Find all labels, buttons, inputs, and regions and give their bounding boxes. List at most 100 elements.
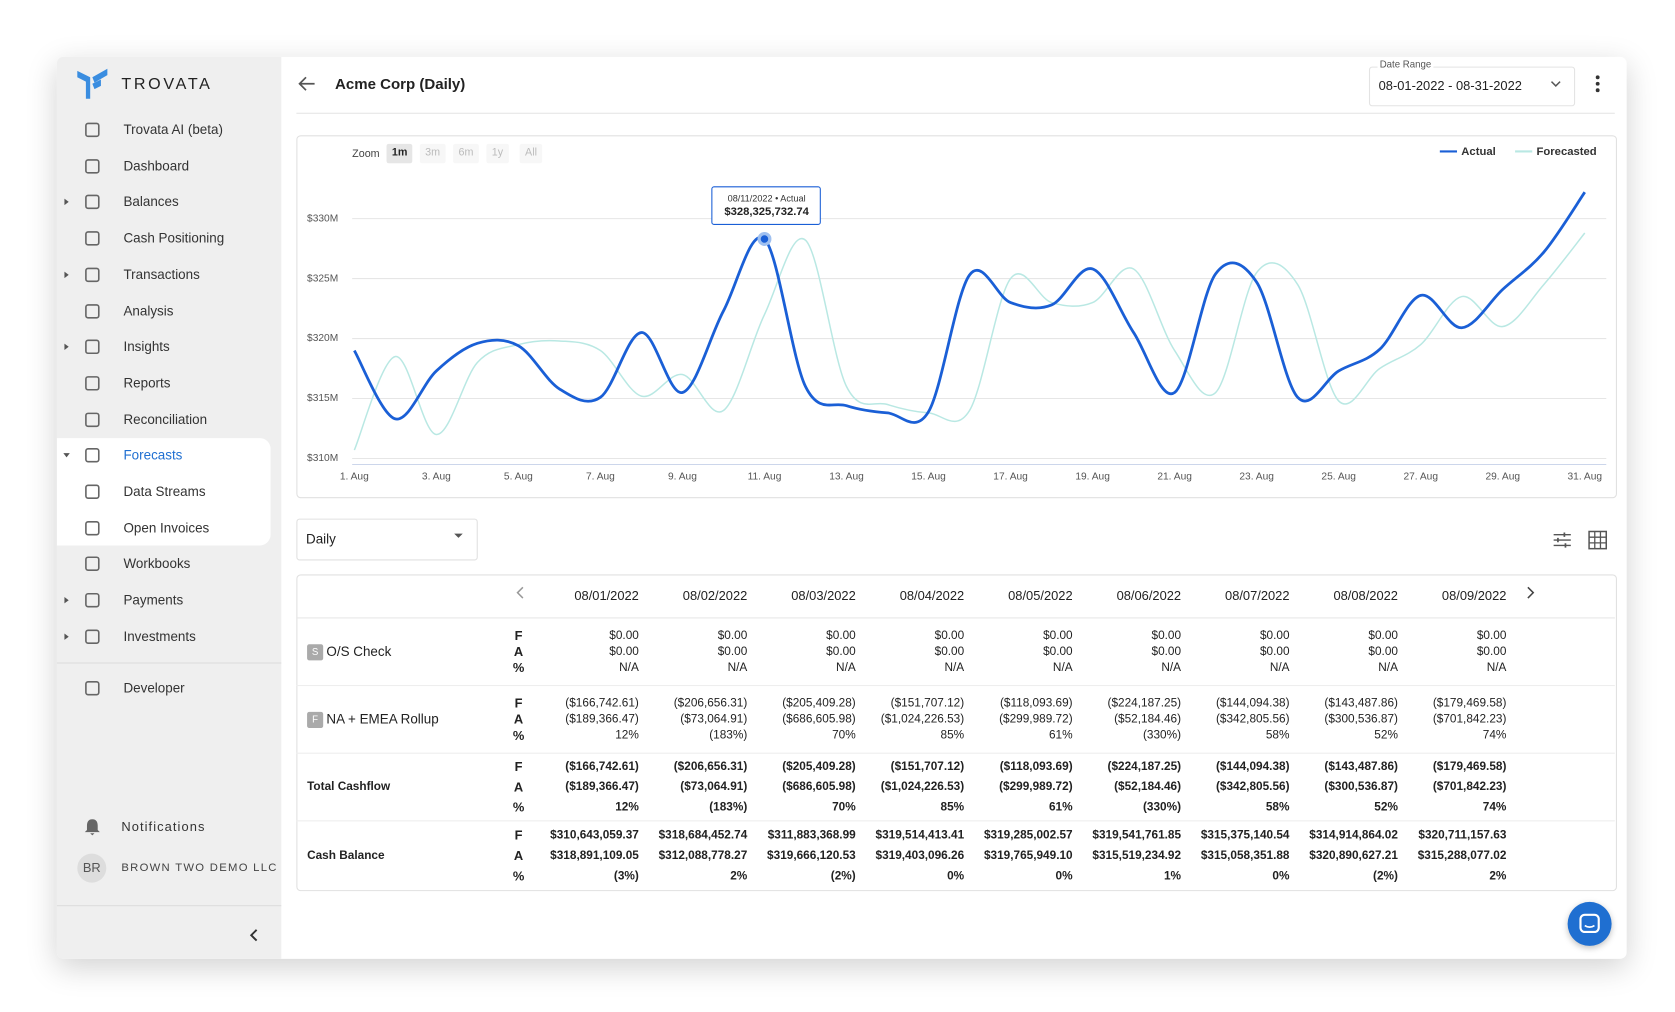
caret-shape bbox=[64, 597, 69, 604]
table-cell: $319,403,096.26 bbox=[875, 849, 965, 863]
nav-icon bbox=[85, 484, 100, 500]
notifications[interactable]: Notifications bbox=[121, 819, 206, 835]
nav-item[interactable]: Investments bbox=[123, 628, 196, 645]
table-cell: $320,890,627.21 bbox=[1309, 849, 1398, 863]
nav-item[interactable]: Data Streams bbox=[123, 484, 206, 500]
x-tick-label: 27. Aug bbox=[1403, 471, 1438, 482]
nav-item[interactable]: Reports bbox=[123, 375, 171, 391]
nav-icon bbox=[85, 195, 100, 210]
nav-item[interactable]: Payments bbox=[123, 592, 184, 608]
table-cell: 12% bbox=[615, 800, 639, 814]
table-cell: ($224,187.25) bbox=[1107, 760, 1182, 774]
back-button[interactable] bbox=[297, 74, 316, 93]
nav-icon-shape bbox=[85, 375, 100, 391]
nav-icon-shape bbox=[85, 412, 100, 427]
table-cell: $0.00 bbox=[1043, 645, 1073, 659]
avatar[interactable]: BR bbox=[77, 853, 107, 883]
caret-shape bbox=[64, 271, 69, 278]
grid-button[interactable] bbox=[1588, 530, 1608, 550]
table-cell: ($342,805.56) bbox=[1215, 780, 1290, 794]
date-range-select[interactable] bbox=[1368, 66, 1576, 107]
nav-icon-shape bbox=[85, 593, 100, 608]
table-prev[interactable] bbox=[514, 585, 527, 600]
settings-button[interactable] bbox=[1553, 531, 1572, 548]
series-line bbox=[353, 191, 1586, 424]
table-cell: ($166,742.61) bbox=[565, 760, 639, 774]
table-cell: $0.00 bbox=[1151, 645, 1182, 659]
table-next[interactable] bbox=[1524, 585, 1537, 600]
table-cell: $0.00 bbox=[717, 645, 748, 659]
table-cell: $0.00 bbox=[609, 629, 639, 643]
nav-icon bbox=[85, 680, 100, 695]
zoom-button[interactable]: 1m bbox=[386, 143, 413, 164]
nav-caret[interactable] bbox=[62, 198, 71, 207]
zoom-label: Zoom bbox=[352, 148, 380, 160]
table-cell: $318,891,109.05 bbox=[550, 849, 639, 863]
nav-caret[interactable] bbox=[62, 596, 71, 605]
row-label: Total Cashflow bbox=[307, 780, 391, 794]
nav-caret[interactable] bbox=[62, 451, 71, 460]
nav-caret[interactable] bbox=[62, 270, 71, 279]
zoom-button[interactable]: 1y bbox=[486, 143, 509, 164]
table-cell: ($151,707.12) bbox=[890, 760, 965, 774]
nav-caret[interactable] bbox=[62, 632, 71, 641]
table-cell: ($144,094.38) bbox=[1215, 696, 1290, 710]
table-cell: ($205,409.28) bbox=[782, 696, 856, 710]
table-cell: 2% bbox=[1489, 869, 1507, 883]
table-cell: $0.00 bbox=[826, 629, 856, 643]
table-cell: ($118,093.69) bbox=[999, 696, 1073, 710]
nav-item[interactable]: Dashboard bbox=[123, 158, 190, 174]
tooltip-value: $328,325,732.74 bbox=[724, 206, 809, 218]
metric-label: A bbox=[513, 644, 524, 660]
view-select[interactable] bbox=[296, 518, 478, 561]
table-cell: $0.00 bbox=[1151, 629, 1182, 643]
nav-icon bbox=[85, 593, 100, 608]
tooltip-box bbox=[711, 186, 821, 225]
table-cell: ($118,093.69) bbox=[999, 760, 1073, 774]
chat-button[interactable] bbox=[1567, 901, 1612, 946]
table-cell: $319,541,761.85 bbox=[1092, 828, 1182, 842]
nav-item[interactable]: Forecasts bbox=[123, 448, 183, 464]
table-cell: N/A bbox=[1052, 661, 1073, 675]
nav-caret[interactable] bbox=[62, 343, 71, 352]
nav-icon bbox=[85, 412, 100, 427]
table-cell: $319,285,002.57 bbox=[983, 828, 1073, 842]
table-cell: ($686,605.98) bbox=[782, 780, 856, 794]
nav-item[interactable]: Cash Positioning bbox=[123, 230, 225, 246]
table-cell: N/A bbox=[619, 661, 639, 675]
table-cell: $315,058,351.88 bbox=[1200, 849, 1290, 863]
nav-item[interactable]: Open Invoices bbox=[123, 520, 210, 536]
zoom-button[interactable]: 3m bbox=[419, 143, 446, 164]
collapse-button[interactable] bbox=[248, 928, 261, 943]
nav-icon-shape bbox=[85, 680, 100, 695]
page-title: Acme Corp (Daily) bbox=[334, 75, 466, 93]
nav-item[interactable]: Developer bbox=[123, 680, 185, 696]
x-tick-label: 11. Aug bbox=[748, 471, 782, 482]
nav-item[interactable]: Workbooks bbox=[123, 556, 191, 572]
table-cell: ($300,536.87) bbox=[1324, 780, 1398, 794]
row-label: Cash Balance bbox=[307, 849, 385, 863]
table-cell: ($205,409.28) bbox=[782, 760, 856, 774]
metric-label: F bbox=[514, 827, 523, 843]
nav-item[interactable]: Transactions bbox=[123, 267, 200, 283]
table-cell: ($701,842.23) bbox=[1432, 712, 1507, 726]
brand: TROVATA bbox=[121, 75, 213, 94]
zoom-button[interactable]: 6m bbox=[453, 143, 479, 164]
table-cell: ($206,656.31) bbox=[673, 760, 748, 774]
table-cell: 70% bbox=[832, 800, 856, 814]
nav-item[interactable]: Insights bbox=[123, 339, 170, 355]
more-menu[interactable] bbox=[1593, 73, 1602, 94]
zoom-button[interactable]: All bbox=[519, 143, 543, 164]
nav-item[interactable]: Reconciliation bbox=[123, 411, 208, 427]
nav-item[interactable]: Balances bbox=[123, 194, 179, 210]
row-badge: F bbox=[307, 711, 324, 728]
nav-item[interactable]: Analysis bbox=[123, 303, 174, 319]
table-cell: $320,711,157.63 bbox=[1418, 828, 1507, 842]
row-divider bbox=[296, 685, 1615, 687]
divider bbox=[56, 662, 282, 664]
table-cell: $310,643,059.37 bbox=[550, 828, 639, 842]
nav-item[interactable]: Trovata AI (beta) bbox=[123, 122, 223, 138]
table-cell: (2%) bbox=[1373, 869, 1398, 883]
table-cell: $0.00 bbox=[1259, 629, 1290, 643]
